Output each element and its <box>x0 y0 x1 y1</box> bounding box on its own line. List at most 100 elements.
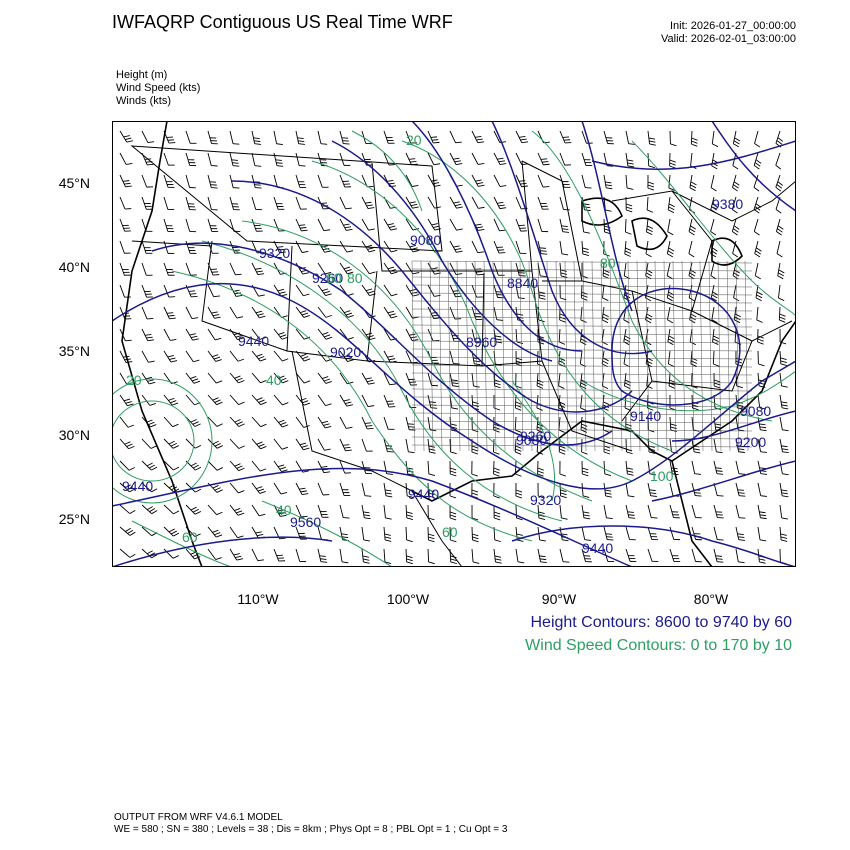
county-line <box>627 260 632 452</box>
wind-barb <box>383 504 392 520</box>
wind-barb <box>779 460 789 476</box>
wind-barb <box>757 350 765 367</box>
wind-barb <box>339 482 351 496</box>
height-label: 9260 <box>312 270 343 286</box>
wind-barb <box>317 416 332 429</box>
county-line <box>654 260 659 452</box>
wind-label: 80 <box>347 270 363 286</box>
wind-barb <box>779 416 789 432</box>
wind-barb <box>251 130 262 145</box>
wind-barb <box>757 504 767 520</box>
wind-barb <box>711 130 719 148</box>
wind-barb <box>732 174 740 192</box>
height-label: 8840 <box>507 275 538 291</box>
wind-barb <box>625 174 634 190</box>
wind-barb <box>688 240 695 258</box>
county-line <box>411 428 753 432</box>
wind-barb <box>449 130 462 144</box>
wind-barb <box>537 174 550 188</box>
height-label: 9140 <box>630 408 661 424</box>
wind-barb <box>251 372 267 384</box>
wind-barb <box>559 130 572 144</box>
county-line <box>411 340 753 344</box>
wind-barb <box>427 284 441 297</box>
wind-barb <box>317 284 332 297</box>
wind-barb <box>471 174 485 187</box>
wind-barb <box>493 394 501 411</box>
wind-barb <box>493 196 507 210</box>
wind-barb <box>647 548 659 562</box>
wind-barb <box>515 240 527 254</box>
wind-barb <box>713 504 724 519</box>
wind-barb <box>514 416 522 433</box>
wind-barb <box>273 130 283 145</box>
height-label: 9440 <box>582 540 613 556</box>
lon-label-100: 100°W <box>386 591 430 607</box>
wind-barb <box>317 130 328 145</box>
wind-barb <box>405 174 419 187</box>
county-line <box>735 260 740 452</box>
wind-barb <box>753 218 760 236</box>
wind-barb <box>669 526 681 541</box>
wind-barb <box>295 240 309 253</box>
wind-barb <box>339 548 349 564</box>
wind-barb <box>493 416 500 433</box>
wind-barb <box>625 196 633 213</box>
wind-barb <box>141 284 153 298</box>
county-line <box>438 260 443 452</box>
wind-barb <box>775 218 784 236</box>
wind-barb <box>666 240 675 258</box>
wind-barb <box>383 548 392 564</box>
wind-barb <box>427 174 441 187</box>
wind-label: 100 <box>650 468 674 484</box>
wind-barb <box>207 394 223 406</box>
wind-barb <box>581 548 592 563</box>
wind-barb <box>667 196 675 214</box>
wind-barb <box>405 196 419 209</box>
wind-barb <box>580 394 587 411</box>
wind-barb <box>559 504 568 520</box>
wind-barb <box>757 394 767 410</box>
wind-barb <box>646 196 654 213</box>
wind-barb <box>185 504 202 515</box>
wind-barb <box>339 174 352 188</box>
wind-barb <box>427 504 435 521</box>
wind-barb <box>273 416 289 428</box>
wind-barb <box>731 218 740 236</box>
wind-barb <box>471 284 483 298</box>
wind-barb <box>537 548 547 564</box>
wind-barb <box>602 284 609 301</box>
wind-barb <box>471 152 485 165</box>
wind-barb <box>580 284 588 301</box>
wind-barb <box>163 262 175 276</box>
wind-barb <box>339 218 353 231</box>
wind-barb <box>185 548 201 560</box>
wind-barb <box>735 460 746 475</box>
wind-barb <box>579 350 587 368</box>
wind-barb <box>558 328 566 345</box>
wind-barb <box>537 262 547 278</box>
wind-barb <box>273 372 289 384</box>
wind-barb <box>207 372 223 384</box>
wind-barb <box>207 328 222 341</box>
county-line <box>411 292 753 296</box>
wind-barb <box>691 504 702 519</box>
wind-barb <box>229 306 244 319</box>
wind-barb <box>383 218 398 231</box>
wind-barb <box>603 130 614 145</box>
wind-barb <box>647 130 656 146</box>
wind-barb <box>361 240 376 253</box>
wind-barb <box>163 438 179 449</box>
wind-barb <box>119 416 135 428</box>
height-label: 9200 <box>735 434 766 450</box>
wind-barb <box>273 196 285 210</box>
wind-barb <box>581 218 590 234</box>
wind-barb <box>251 548 265 562</box>
wind-barb <box>601 372 609 390</box>
wind-barb <box>493 218 506 232</box>
lat-label-40: 40°N <box>58 259 90 275</box>
wind-barb <box>779 482 789 498</box>
wind-barb <box>185 262 197 276</box>
wind-barb <box>339 152 351 166</box>
wind-barb <box>295 130 305 145</box>
